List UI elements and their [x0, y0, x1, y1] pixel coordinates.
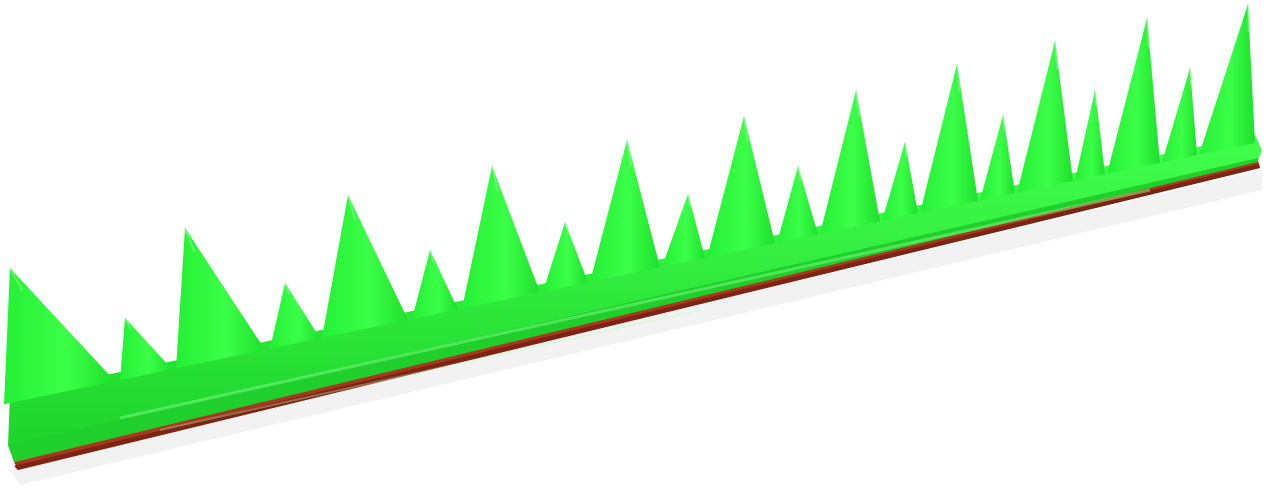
spike-large [4, 268, 115, 405]
spike-highlight [1094, 89, 1098, 107]
spike-small [543, 222, 588, 292]
spike-large [707, 116, 775, 258]
spike-small [120, 318, 172, 381]
spike-small [777, 166, 818, 243]
spike-highlight [904, 141, 908, 157]
spike-highlight [284, 282, 291, 295]
spike-highlight [491, 165, 499, 192]
spike-highlight [797, 165, 802, 180]
spike-large [920, 64, 978, 213]
spike-highlight [429, 249, 435, 263]
spike-small [662, 194, 705, 267]
spike-small [980, 115, 1015, 201]
spike-highlight [1054, 40, 1059, 70]
spike-large [462, 166, 540, 309]
spike-highlight [1002, 114, 1006, 131]
spike-small [412, 250, 458, 320]
spike-highlight [687, 193, 692, 207]
spike-highlight [1146, 17, 1150, 48]
spike-highlight [855, 89, 860, 117]
spike-highlight [626, 139, 632, 166]
spike-large [820, 90, 880, 234]
spike-highlight [347, 194, 357, 221]
base-highlight-2 [159, 309, 701, 431]
spike-large [322, 195, 408, 338]
strip-base-front [8, 158, 1258, 462]
spike-highlight [743, 115, 749, 142]
spike-large [590, 140, 660, 282]
base-highlight [119, 188, 1151, 420]
spike-row [4, 3, 1255, 405]
spike-large [176, 228, 265, 369]
spike-small [270, 283, 320, 349]
spike-large [1017, 41, 1073, 193]
adhesive-edge [14, 164, 1260, 470]
strip-shadow [10, 170, 1262, 485]
spike-small [882, 142, 918, 221]
spike-large [1107, 18, 1160, 174]
spike-highlight [956, 63, 961, 92]
spike-small [1162, 68, 1197, 163]
spike-highlight [124, 317, 132, 329]
spike-small [1075, 90, 1105, 181]
spike-highlight [564, 221, 569, 235]
spike-highlight [184, 227, 196, 253]
spike-highlight [1189, 67, 1192, 86]
spike-highlight [1247, 3, 1250, 32]
spike-large [1199, 4, 1255, 155]
spike-highlight [9, 267, 24, 292]
